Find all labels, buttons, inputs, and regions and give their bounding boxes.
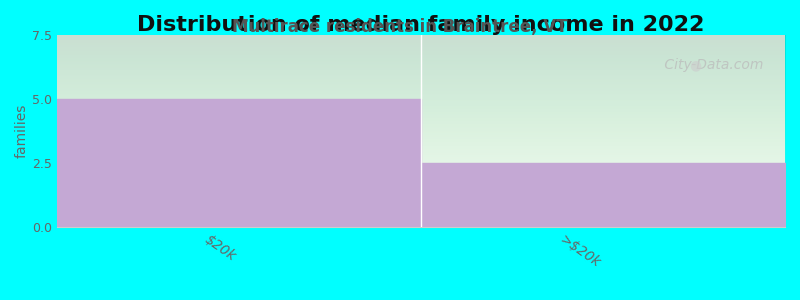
Text: City-Data.com: City-Data.com bbox=[660, 58, 763, 72]
Text: ●: ● bbox=[689, 58, 702, 72]
Y-axis label: families: families bbox=[15, 104, 29, 158]
Title: Distribution of median family income in 2022: Distribution of median family income in … bbox=[137, 15, 705, 35]
Text: Multirace residents in Braintree, VT: Multirace residents in Braintree, VT bbox=[232, 18, 568, 36]
